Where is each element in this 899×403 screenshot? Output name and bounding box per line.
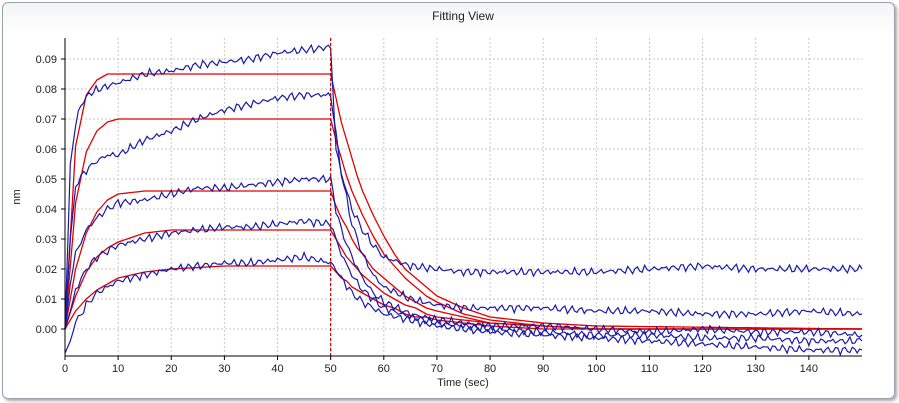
x-tick-label: 50: [325, 363, 337, 375]
plot-area: [65, 38, 862, 356]
x-tick-label: 80: [484, 363, 496, 375]
measured-curve-3: [64, 174, 863, 339]
x-tick-label: 0: [62, 363, 68, 375]
x-tick-label: 100: [587, 363, 605, 375]
y-tick-label: 0.02: [36, 264, 57, 276]
y-tick-label: 0.08: [36, 84, 57, 96]
y-tick-labels: 0.00 0.01 0.02 0.03 0.04 0.05 0.06 0.07 0.08 0.09: [36, 54, 57, 336]
x-tick-label: 130: [747, 363, 765, 375]
y-tick-label: 0.06: [36, 144, 57, 156]
x-tick-label: 10: [112, 363, 124, 375]
x-tick-label: 140: [800, 363, 818, 375]
y-tick-label: 0.09: [36, 54, 57, 66]
chart-title: Fitting View: [432, 9, 494, 23]
measured-curve-2: [64, 91, 863, 330]
x-tick-label: 90: [537, 363, 549, 375]
y-tick-label: 0.07: [36, 114, 57, 126]
x-tick-label: 40: [271, 363, 283, 375]
x-tick-label: 30: [218, 363, 230, 375]
y-tick-label: 0.00: [36, 324, 57, 336]
x-tick-label: 70: [431, 363, 443, 375]
x-tick-label: 110: [641, 363, 659, 375]
measured-curve-4: [64, 218, 863, 348]
y-tick-label: 0.05: [36, 174, 57, 186]
y-tick-label: 0.03: [36, 234, 57, 246]
x-tick-label: 20: [165, 363, 177, 375]
axes: [61, 38, 862, 360]
x-axis-label: Time (sec): [437, 377, 489, 389]
x-tick-label: 120: [693, 363, 711, 375]
measured-curves: [64, 43, 863, 357]
x-tick-labels: 0 10 20 30 40 50 60 70 80 90 100 110 120 130 140: [62, 363, 818, 375]
measured-curve-1: [64, 43, 863, 330]
x-tick-label: 60: [378, 363, 390, 375]
y-tick-label: 0.01: [36, 294, 57, 306]
measured-curve-5: [64, 250, 863, 357]
y-axis-label: nm: [11, 189, 23, 204]
y-tick-label: 0.04: [36, 204, 57, 216]
